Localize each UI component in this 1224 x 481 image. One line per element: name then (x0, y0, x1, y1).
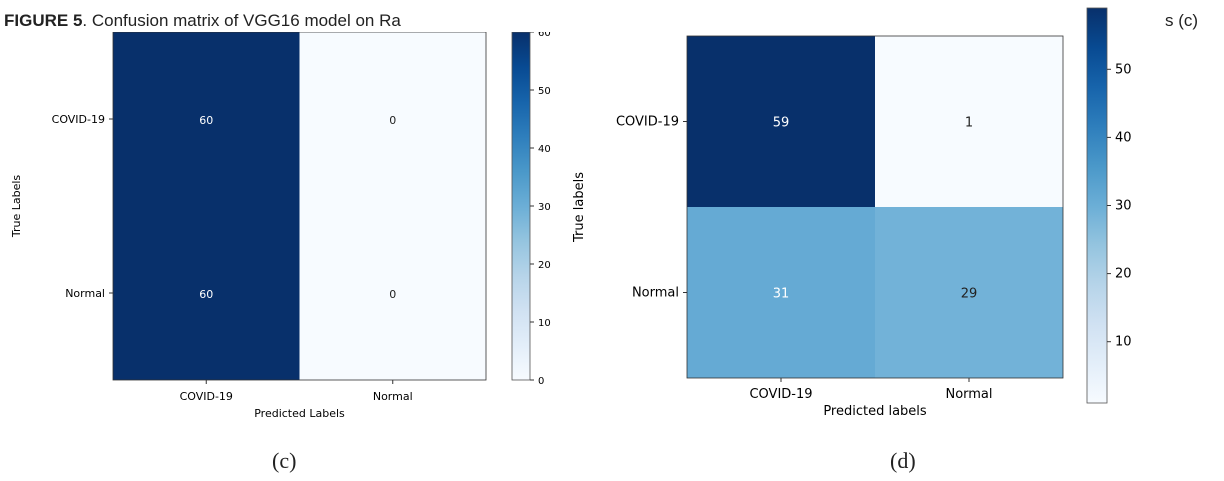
colorbar-tick-label: 20 (1115, 267, 1132, 282)
colorbar (511, 32, 531, 381)
heatmap-cell (113, 32, 300, 206)
cell-value-label: 60 (199, 114, 213, 127)
heatmap-cells: 59 1 31 29 (687, 36, 1063, 378)
colorbar-tick-label: 50 (1115, 62, 1132, 77)
confusion-matrix-c: 60 0 60 0 COVID-19 Normal COVID-19 Normal Predic… (10, 32, 551, 420)
heatmap-cell (875, 36, 1063, 207)
colorbar-tick-label: 40 (1115, 130, 1132, 145)
colorbar-tick-label: 30 (1115, 199, 1132, 214)
figure-label: FIGURE 5 (4, 11, 83, 30)
colorbar-tick-label: 50 (538, 86, 551, 97)
colorbar-tick-label: 0 (538, 376, 544, 387)
cell-value-label: 0 (389, 114, 396, 127)
heatmap-cell (875, 207, 1063, 378)
y-tick-label: Normal (632, 286, 679, 301)
y-tick-label: COVID-19 (616, 115, 679, 130)
heatmap-cell (687, 36, 875, 207)
y-tick-label: COVID-19 (52, 113, 105, 126)
heatmap-frame (112, 32, 487, 381)
cell-value-label: 59 (773, 116, 790, 131)
colorbar-tick-label: 40 (538, 144, 551, 155)
colorbar-tick-label: 10 (1115, 335, 1132, 350)
heatmap-cell (687, 207, 875, 378)
heatmap-frame (686, 35, 1064, 379)
y-tick-label: Normal (65, 287, 105, 300)
x-axis-label: Predicted labels (823, 404, 927, 419)
cell-value-label: 29 (961, 287, 978, 302)
colorbar-tick-label: 30 (538, 202, 551, 213)
y-axis-label: True labels (572, 172, 587, 243)
cell-value-label: 1 (965, 116, 973, 131)
colorbar-tick-label: 10 (538, 318, 551, 329)
y-axis-label: True Labels (10, 175, 23, 239)
panel-label-c: (c) (272, 448, 297, 473)
heatmap-cell (113, 206, 300, 380)
colorbar (1086, 7, 1108, 404)
colorbar-tick-label: 60 (538, 32, 551, 39)
panel-label-d: (d) (890, 448, 916, 473)
caption-text: . Confusion matrix of VGG16 model on Ra (82, 11, 401, 30)
x-tick-label: COVID-19 (749, 387, 812, 402)
confusion-matrix-d: 59 1 31 29 COVID-19 Normal COVID-19 Normal Predi… (572, 7, 1132, 419)
cell-value-label: 60 (199, 288, 213, 301)
colorbar-tick-label: 20 (538, 260, 551, 271)
heatmap-cells: 60 0 60 0 (113, 32, 486, 380)
cell-value-label: 31 (773, 287, 790, 302)
heatmap-cell (299, 206, 486, 380)
x-axis-label: Predicted Labels (254, 407, 345, 420)
cell-value-label: 0 (389, 288, 396, 301)
x-tick-label: Normal (373, 390, 413, 403)
x-tick-label: Normal (945, 387, 992, 402)
figure-caption: FIGURE 5. Confusion matrix of VGG16 mode… (4, 11, 401, 31)
heatmap-cell (299, 32, 486, 206)
x-tick-label: COVID-19 (180, 390, 233, 403)
caption-tail: s (c) (1165, 11, 1199, 30)
